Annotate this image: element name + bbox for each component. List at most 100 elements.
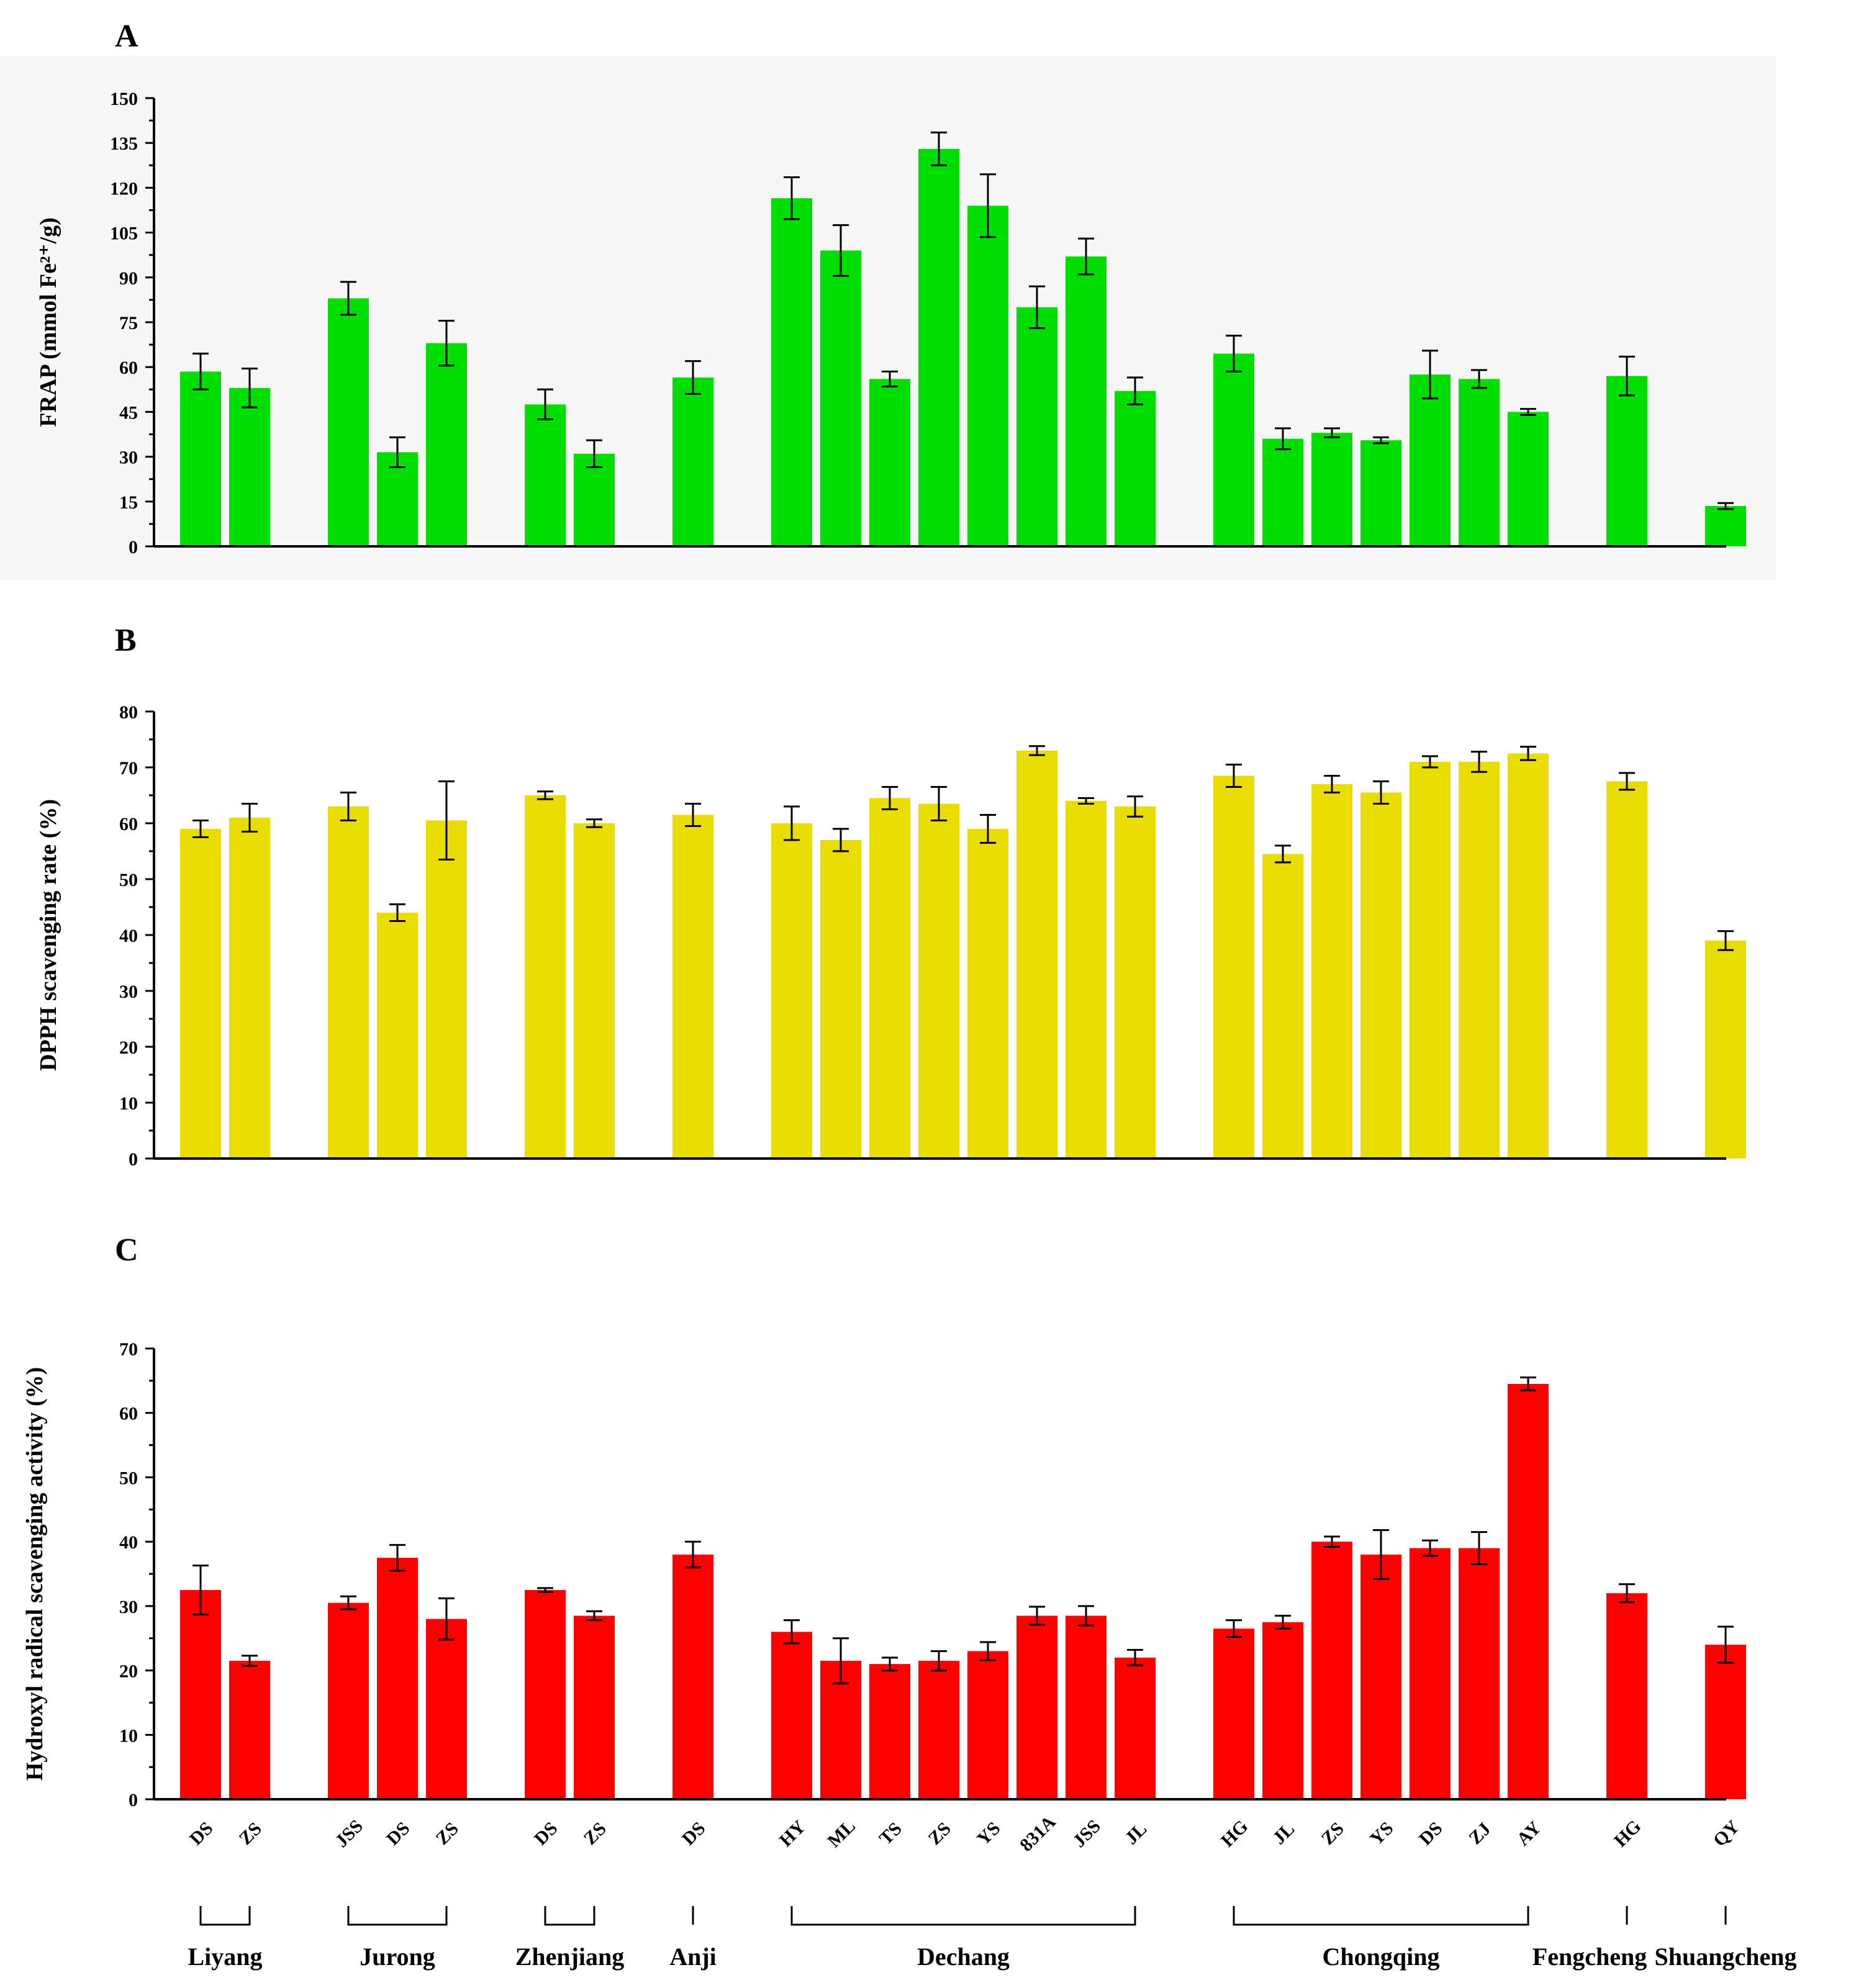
bar-B-12 [967, 829, 1008, 1159]
bar-C-12 [967, 1651, 1008, 1799]
error-bar-A-21 [1471, 369, 1487, 389]
bar-A-14 [1066, 256, 1107, 546]
error-bar-B-14 [1078, 797, 1094, 805]
error-bar-B-24 [1718, 930, 1734, 951]
bar-B-11 [918, 803, 959, 1159]
bar-C-21 [1459, 1548, 1500, 1799]
category-label: DS [186, 1818, 217, 1849]
bar-C-0 [180, 1589, 221, 1799]
y-tick-label: 40 [119, 1532, 138, 1553]
bar-A-22 [1508, 412, 1549, 546]
category-labels: DS ZS JSS DS ZS DS ZS DS HY ML TS ZS YS 831A JSS JL HG JL… [186, 1812, 1744, 1856]
bar-B-14 [1066, 801, 1107, 1159]
error-bar-B-19 [1373, 780, 1389, 805]
panel-C: C 0 10 20 30 40 50 60 70 Hydroxyl radical scaveng… [22, 1232, 1746, 1810]
bar-C-23 [1606, 1593, 1647, 1799]
y-tick-label: 90 [119, 268, 138, 289]
bar-A-12 [967, 206, 1008, 546]
category-label: JL [1121, 1819, 1151, 1848]
group-chongqing: Chongqing [1233, 1906, 1529, 1971]
group-label: Dechang [917, 1943, 1010, 1971]
error-bar-A-22 [1520, 408, 1536, 416]
bar-A-5 [525, 404, 566, 546]
error-bar-C-4 [438, 1597, 455, 1641]
bar-C-24 [1705, 1645, 1746, 1799]
error-bar-A-11 [931, 131, 947, 166]
group-dechang: Dechang [790, 1906, 1136, 1971]
category-label: HY [776, 1816, 810, 1850]
error-bar-C-3 [389, 1543, 405, 1572]
bar-C-7 [672, 1554, 713, 1799]
y-tick-label: 105 [110, 224, 138, 244]
y-tick-label: 10 [119, 1093, 138, 1114]
panel-letter: B [115, 623, 137, 658]
error-bar-A-12 [980, 173, 996, 238]
bar-B-20 [1410, 762, 1451, 1159]
bar-B-9 [820, 840, 861, 1159]
group-jurong: Jurong [347, 1906, 448, 1971]
bar-B-2 [328, 806, 369, 1159]
bar-B-7 [672, 815, 713, 1159]
bar-C-19 [1360, 1554, 1401, 1799]
error-bar-C-17 [1275, 1614, 1291, 1630]
error-bar-B-2 [340, 792, 356, 821]
panel-letter: C [115, 1232, 138, 1268]
bar-C-17 [1262, 1622, 1303, 1799]
y-tick-label: 70 [119, 758, 138, 779]
error-bar-B-20 [1422, 755, 1438, 769]
error-bar-A-3 [389, 436, 405, 468]
error-bar-B-11 [931, 786, 947, 821]
panel-letter: A [115, 19, 138, 54]
error-bar-A-15 [1127, 376, 1143, 405]
error-bar-B-10 [882, 786, 898, 810]
bar-A-6 [574, 453, 615, 546]
error-bar-A-23 [1619, 355, 1635, 397]
error-bar-B-1 [242, 803, 258, 833]
y-tick-label: 10 [119, 1725, 138, 1746]
error-bar-A-5 [537, 388, 553, 420]
bar-A-11 [918, 148, 959, 546]
category-label: 831A [1016, 1812, 1060, 1856]
error-bar-A-18 [1324, 427, 1340, 438]
bar-A-2 [328, 298, 369, 546]
bar-A-17 [1262, 438, 1303, 546]
error-bar-A-13 [1029, 285, 1045, 330]
category-label: DS [530, 1818, 561, 1849]
y-axis-label: DPPH scavenging rate (%) [35, 799, 61, 1071]
error-bar-A-0 [192, 353, 209, 391]
y-tick-label: 50 [119, 1468, 138, 1488]
category-label: ZS [235, 1819, 266, 1849]
bar-C-3 [377, 1558, 418, 1799]
error-bar-C-16 [1226, 1619, 1242, 1638]
bar-B-0 [180, 829, 221, 1159]
category-label: AY [1513, 1817, 1545, 1850]
category-label: ML [824, 1816, 860, 1852]
bar-C-10 [869, 1664, 910, 1799]
y-tick-label: 40 [119, 926, 138, 946]
category-label: TS [876, 1819, 906, 1849]
error-bar-C-8 [784, 1619, 800, 1645]
error-bar-C-9 [833, 1637, 849, 1684]
bar-B-4 [426, 820, 467, 1159]
error-bar-A-20 [1422, 350, 1438, 400]
error-bar-C-1 [242, 1655, 258, 1667]
error-bar-C-24 [1718, 1625, 1734, 1664]
error-bar-B-15 [1127, 795, 1143, 818]
bar-B-22 [1508, 753, 1549, 1159]
error-bar-A-4 [438, 320, 455, 367]
y-tick-label: 0 [129, 537, 138, 558]
group-brackets: Liyang Jurong Zhenjiang Anji Dechang Chongqin… [188, 1906, 1796, 1971]
category-label: ZS [432, 1819, 463, 1849]
bar-A-23 [1606, 376, 1647, 546]
bar-A-10 [869, 379, 910, 546]
error-bar-C-13 [1029, 1606, 1045, 1626]
bar-A-21 [1459, 379, 1500, 546]
category-label: ZJ [1465, 1819, 1495, 1848]
bar-B-21 [1459, 762, 1500, 1159]
category-label: DS [678, 1818, 709, 1849]
error-bar-B-8 [784, 805, 800, 841]
bar-C-18 [1311, 1542, 1352, 1799]
error-bar-A-24 [1718, 502, 1734, 510]
bar-C-16 [1213, 1629, 1254, 1799]
